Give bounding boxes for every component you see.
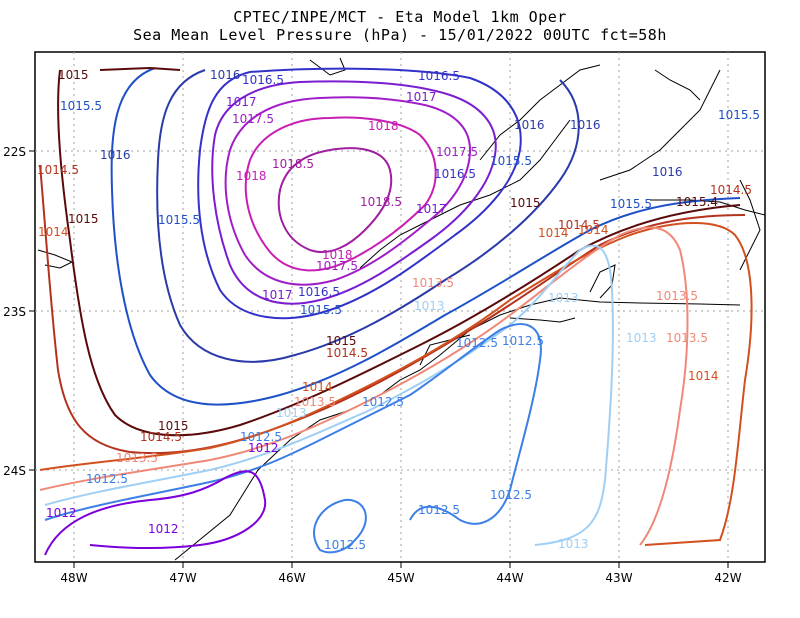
- x-tick-48w: 48W: [60, 571, 87, 585]
- contour-label: 1014: [578, 223, 609, 237]
- isobar-1013: [44, 244, 614, 546]
- contour-label: 1016.5: [434, 167, 476, 181]
- x-tick-44w: 44W: [496, 571, 523, 585]
- contour-label: 1015.5: [60, 99, 102, 113]
- contour-label: 1013.5: [412, 276, 454, 290]
- contour-label: 1013.5: [656, 289, 698, 303]
- contour-label: 1015.5: [300, 303, 342, 317]
- contour-label: 1016.5: [418, 69, 460, 83]
- contour-label: 1014: [688, 369, 719, 383]
- contour-label: 1012: [148, 522, 179, 536]
- y-tick-24s: 24S: [3, 464, 26, 478]
- contour-label: 1013: [548, 291, 579, 305]
- contour-label: 1012: [46, 506, 77, 520]
- isobar-1017: [211, 80, 497, 305]
- contour-label: 1017.5: [316, 259, 358, 273]
- x-tick-42w: 42W: [714, 571, 741, 585]
- x-tick-46w: 46W: [278, 571, 305, 585]
- contour-label: 1018: [322, 248, 353, 262]
- contour-label: 1017.5: [232, 112, 274, 126]
- contour-label: 1014.5: [710, 183, 752, 197]
- isobar-1016: [156, 69, 580, 363]
- isobar-1013-5: [39, 226, 689, 546]
- contour-label: 1012.5: [324, 538, 366, 552]
- contour-label: 1015: [510, 196, 541, 210]
- contour-label: 1012.5: [456, 336, 498, 350]
- grid-lines: [35, 52, 765, 562]
- contour-label: 1013: [626, 331, 657, 345]
- isobar-1012-5-south: [313, 498, 367, 554]
- isobars: [39, 66, 753, 556]
- contour-label: 1015: [158, 419, 189, 433]
- isobar-1012: [44, 470, 267, 556]
- isobar-1017-5: [224, 96, 472, 286]
- isobar-1015-5: [110, 67, 741, 406]
- contour-label: 1015: [326, 334, 357, 348]
- contour-label: 1018.5: [272, 157, 314, 171]
- contour-label: 1012.5: [362, 395, 404, 409]
- contour-label: 1012.5: [502, 334, 544, 348]
- isobar-1018: [244, 116, 437, 272]
- contour-label: 1014.5: [37, 163, 79, 177]
- contour-label: 1016.5: [298, 285, 340, 299]
- contour-label: 1014: [38, 225, 69, 239]
- contour-label: 1017: [416, 202, 447, 216]
- x-tick-47w: 47W: [169, 571, 196, 585]
- contour-label: 1017: [262, 288, 293, 302]
- contour-label: 1012.5: [418, 503, 460, 517]
- contour-label: 1016: [652, 165, 683, 179]
- map-frame: [34, 51, 766, 563]
- contour-label: 1016: [514, 118, 545, 132]
- contour-label: 1013: [558, 537, 589, 551]
- contour-label: 1015.5: [490, 154, 532, 168]
- y-tick-22s: 22S: [3, 145, 26, 159]
- contour-label: 1016.5: [242, 73, 284, 87]
- contour-label: 1014.5: [140, 430, 182, 444]
- contour-label: 1017: [226, 95, 257, 109]
- contour-label: 1016: [210, 68, 241, 82]
- isobar-1016-5: [197, 67, 522, 320]
- isobar-1014-5: [39, 164, 746, 455]
- contour-label: 1013.5: [666, 331, 708, 345]
- contour-label: 1018: [236, 169, 267, 183]
- contour-label: 1015.5: [158, 213, 200, 227]
- contour-label: 1018.5: [360, 195, 402, 209]
- contour-label: 1012: [248, 441, 279, 455]
- contour-label: 1014.5: [558, 218, 600, 232]
- map-title-line2: Sea Mean Level Pressure (hPa) - 15/01/20…: [133, 26, 667, 44]
- contour-label: 1013.5: [294, 395, 336, 409]
- isobar-1012-5: [44, 323, 542, 525]
- contour-label: 1014: [302, 380, 333, 394]
- contour-label: 1015: [58, 68, 89, 82]
- map-title-line1: CPTEC/INPE/MCT - Eta Model 1km Oper: [233, 8, 567, 26]
- isobar-1014: [39, 222, 753, 546]
- contour-label: 1012.5: [490, 488, 532, 502]
- isobar-labels: 1015 1016 1016.5 1016.5 1017 1017 1017.5…: [37, 68, 760, 552]
- contour-label: 1013: [276, 406, 307, 420]
- contour-label: 1012.5: [86, 472, 128, 486]
- isobar-1018-5: [277, 147, 393, 254]
- contour-label: 1013.5: [116, 451, 158, 465]
- tick-marks: [29, 150, 729, 568]
- contour-label: 1017.5: [436, 145, 478, 159]
- contour-label: 1012.5: [240, 430, 282, 444]
- contour-label: 1017: [406, 90, 437, 104]
- contour-label: 1015.4: [676, 195, 718, 209]
- isobar-1015-top: [99, 66, 181, 71]
- y-tick-23s: 23S: [3, 305, 26, 319]
- contour-label: 1015.5: [610, 197, 652, 211]
- contour-label: 1016: [100, 148, 131, 162]
- contour-label: 1013: [414, 299, 445, 313]
- x-tick-45w: 45W: [387, 571, 414, 585]
- contour-label: 1015: [68, 212, 99, 226]
- contour-label: 1014.5: [326, 346, 368, 360]
- contour-label: 1014: [538, 226, 569, 240]
- x-tick-43w: 43W: [605, 571, 632, 585]
- contour-label: 1016: [570, 118, 601, 132]
- contour-label: 1015.5: [718, 108, 760, 122]
- contour-label: 1018: [368, 119, 399, 133]
